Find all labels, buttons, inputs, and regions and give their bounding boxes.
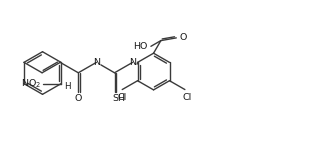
Text: O: O <box>74 95 82 103</box>
Text: H: H <box>64 82 71 91</box>
Text: SH: SH <box>112 95 125 103</box>
Text: N: N <box>129 58 136 67</box>
Text: Cl: Cl <box>182 93 192 102</box>
Text: O: O <box>179 33 187 42</box>
Text: Cl: Cl <box>117 93 127 102</box>
Text: HO: HO <box>134 42 148 51</box>
Text: N: N <box>93 58 100 67</box>
Text: NO$_2$: NO$_2$ <box>21 77 41 90</box>
